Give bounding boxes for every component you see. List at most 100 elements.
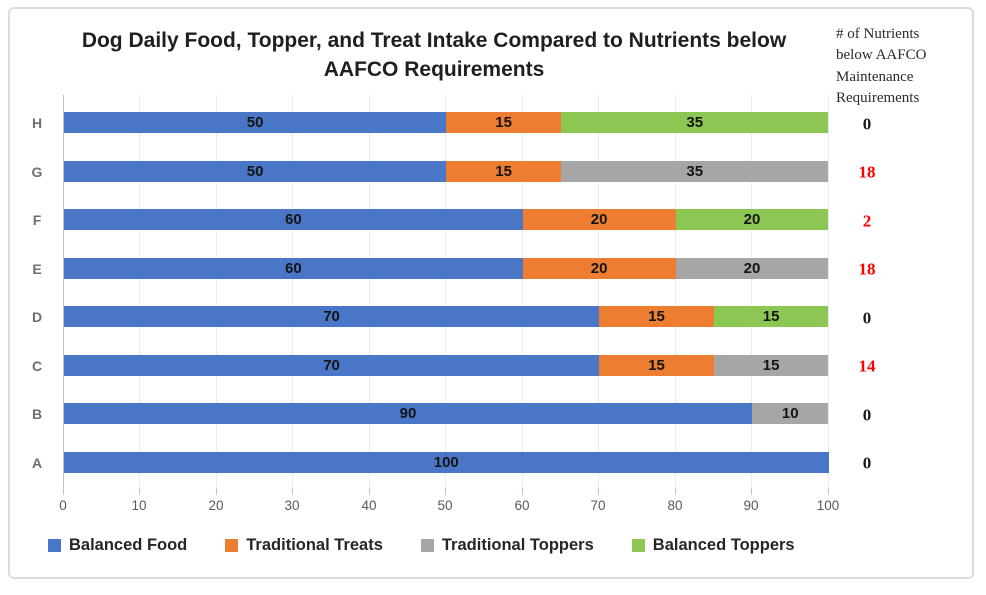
bar-row: 70 15 15 [64, 354, 829, 376]
bar-value-label: 70 [323, 356, 340, 374]
bar-value-label: 15 [648, 308, 665, 325]
x-axis-tick-label: 40 [361, 498, 377, 513]
x-axis-tick [63, 488, 64, 495]
bar-value-label: 15 [762, 308, 780, 325]
bar-segment-balanced-toppers: 20 [675, 209, 829, 230]
nutrient-count: 0 [862, 405, 872, 424]
bar-value-label: 10 [781, 405, 799, 422]
legend-swatch-icon [631, 539, 645, 552]
bar-segment-traditional-toppers: 35 [560, 160, 829, 182]
x-axis-tick-label: 0 [59, 498, 67, 513]
bar-segment-balanced-food: 60 [64, 209, 523, 230]
x-axis-tick-label: 50 [437, 498, 453, 513]
gridline [598, 95, 599, 488]
x-axis-tick-label: 60 [514, 498, 530, 513]
x-axis-tick-label: 100 [816, 498, 840, 513]
bar-segment-traditional-toppers: 20 [675, 257, 829, 279]
gridline [751, 95, 752, 488]
category-label: F [32, 212, 42, 228]
bar-value-label: 20 [590, 211, 608, 228]
bar-row: 50 15 35 [64, 160, 829, 182]
gridline [828, 95, 829, 488]
bar-segment-traditional-treats: 15 [599, 306, 714, 327]
bar-segment-balanced-food: 70 [64, 354, 600, 376]
bar-value-label: 15 [648, 356, 665, 374]
bar-value-label: 15 [495, 114, 512, 131]
bar-value-label: 60 [285, 211, 302, 228]
category-label: A [31, 454, 43, 471]
x-axis-tick [369, 488, 370, 495]
bar-value-label: 70 [323, 308, 340, 325]
bar-value-label: 35 [686, 114, 704, 131]
bar-segment-balanced-food: 50 [64, 160, 447, 182]
x-axis-tick [675, 488, 676, 495]
bar-value-label: 20 [743, 259, 761, 277]
gridline [292, 95, 293, 488]
category-label: E [32, 260, 42, 277]
bar-row: 100 [64, 451, 829, 473]
category-label: C [31, 357, 43, 374]
bar-segment-balanced-food: 60 [64, 257, 523, 279]
x-axis-tick [216, 488, 217, 495]
bar-value-label: 90 [399, 405, 417, 422]
legend-item: Balanced Food [48, 536, 187, 555]
bar-segment-balanced-toppers: 15 [713, 306, 829, 327]
legend-item: Traditional Treats [225, 536, 383, 555]
x-axis-tick-label: 20 [208, 498, 224, 513]
bar-row: 70 15 15 [64, 306, 829, 327]
bar-segment-balanced-food: 50 [64, 112, 447, 133]
bar-segment-balanced-toppers: 35 [560, 112, 829, 133]
x-axis-tick [139, 488, 140, 495]
x-axis-tick [598, 488, 599, 495]
x-axis-tick [445, 488, 446, 495]
chart-title: Dog Daily Food, Topper, and Treat Intake… [81, 29, 787, 81]
bar-segment-traditional-treats: 15 [446, 112, 561, 133]
category-label: B [31, 406, 43, 422]
legend-label: Traditional Treats [246, 536, 383, 554]
x-axis-tick [522, 488, 523, 495]
bar-segment-balanced-food: 90 [64, 403, 753, 424]
legend-swatch-icon [48, 539, 61, 552]
y-axis-line [63, 95, 64, 488]
gridline [139, 95, 140, 488]
legend-item: Balanced Toppers [631, 536, 795, 555]
bar-segment-traditional-toppers: 15 [713, 354, 829, 376]
legend: Balanced Food Traditional Treats Tradition… [48, 536, 795, 555]
x-axis-tick-label: 90 [743, 498, 759, 513]
bar-value-label: 20 [743, 211, 761, 228]
bar-segment-traditional-treats: 15 [599, 354, 714, 376]
bar-value-label: 20 [590, 259, 608, 277]
x-axis-tick [292, 488, 293, 495]
bar-value-label: 15 [495, 162, 512, 180]
bar-value-label: 50 [246, 114, 264, 131]
bar-segment-traditional-toppers: 10 [752, 403, 829, 424]
legend-swatch-icon [225, 539, 239, 552]
nutrient-count: 0 [862, 453, 872, 473]
bar-value-label: 60 [285, 259, 302, 277]
chart-frame [8, 7, 974, 579]
bar-value-label: 15 [762, 356, 780, 374]
x-axis-tick [828, 488, 829, 495]
x-axis-tick-label: 70 [590, 498, 606, 513]
bar-row: 60 20 20 [64, 257, 829, 279]
bar-row: 60 20 20 [64, 209, 829, 230]
nutrient-count: 14 [858, 356, 876, 376]
bar-segment-traditional-treats: 20 [522, 257, 676, 279]
legend-label: Traditional Toppers [441, 536, 594, 554]
bar-segment-balanced-food: 100 [64, 451, 829, 473]
legend-swatch-icon [420, 539, 434, 552]
gridline [369, 95, 370, 488]
bar-segment-traditional-treats: 20 [522, 209, 676, 230]
bar-value-label: 100 [433, 453, 459, 471]
gridline [675, 95, 676, 488]
category-label: G [31, 163, 43, 180]
legend-label: Balanced Food [69, 536, 188, 554]
bar-segment-balanced-food: 70 [64, 306, 600, 327]
bar-row: 50 15 35 [64, 112, 829, 133]
nutrient-count: 18 [858, 162, 876, 182]
gridline [216, 95, 217, 488]
nutrient-count: 2 [862, 211, 872, 230]
legend-label: Balanced Toppers [652, 536, 795, 554]
bar-row: 90 10 [64, 403, 829, 424]
x-axis-tick [751, 488, 752, 495]
